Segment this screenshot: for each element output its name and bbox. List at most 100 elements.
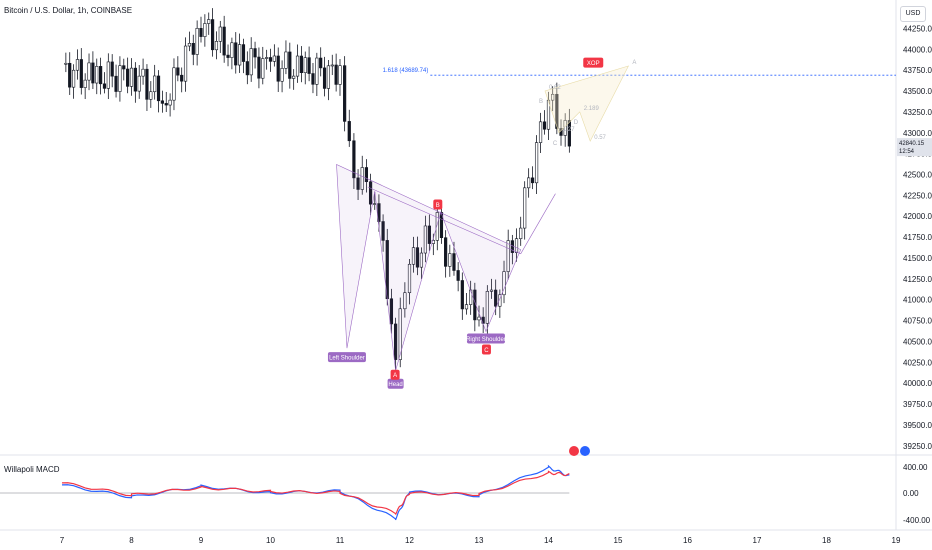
candle-body (551, 93, 555, 101)
y-tick-label: 43500.00 (903, 87, 932, 96)
candle-body (514, 238, 519, 253)
candle-body (538, 121, 543, 143)
right-shoulder-label-text: Right Shoulder (466, 337, 506, 343)
y-tick-label: 40500.00 (903, 337, 932, 346)
harmonic-label: B (539, 99, 543, 105)
candle-body (160, 100, 164, 104)
macd-title: Willapoli MACD (4, 465, 60, 474)
harmonic-label: 1.27 (563, 127, 575, 133)
y-tick-label: 40750.00 (903, 317, 932, 326)
candle-body (435, 212, 439, 241)
macd-tick-label: 0.00 (903, 489, 919, 498)
candle-body (257, 56, 261, 79)
candle-body (126, 68, 130, 87)
candle-body (91, 62, 95, 84)
candle-body (195, 28, 199, 55)
candle-body (214, 41, 219, 51)
candle-body (176, 67, 180, 76)
candle-body (423, 225, 427, 254)
price-tag-bg (897, 138, 932, 157)
y-tick-label: 43000.00 (903, 129, 932, 138)
macd-tick-label: -400.00 (903, 516, 931, 525)
candle-body (102, 83, 107, 89)
candle-body (180, 74, 184, 82)
candle-body (280, 68, 284, 82)
candle-body (444, 237, 448, 267)
candle-body (315, 57, 319, 85)
head-label-text: Head (388, 382, 402, 388)
harmonic-label: A (632, 60, 636, 66)
candle-body (523, 187, 527, 229)
candle-body (411, 247, 416, 265)
pattern-projection (520, 193, 556, 254)
candle-body (303, 57, 307, 73)
candle-body (415, 247, 420, 268)
candle-body (122, 65, 126, 70)
candle-body (145, 68, 149, 100)
candle-body (542, 121, 547, 130)
head-shoulders-pattern[interactable] (336, 163, 522, 371)
candle-body (502, 271, 506, 296)
x-tick-label: 9 (199, 536, 204, 545)
x-tick-label: 13 (475, 536, 484, 545)
candle-body (343, 65, 347, 122)
y-tick-label: 39250.00 (903, 442, 932, 451)
candle-body (477, 316, 481, 321)
candle-body (276, 55, 280, 82)
candle-body (156, 75, 161, 102)
candle-body (519, 227, 523, 239)
left-shoulder-label: Left Shoulder (327, 352, 366, 363)
candle-body (456, 270, 460, 281)
x-tick-label: 7 (60, 536, 65, 545)
candle-body (187, 43, 192, 47)
x-tick-label: 14 (544, 536, 553, 545)
y-tick-label: 40000.00 (903, 379, 932, 388)
harmonic-label: 0.62 (549, 85, 561, 91)
candle-body (364, 167, 369, 183)
currency-badge[interactable]: USD (900, 6, 926, 22)
y-tick-label: 43250.00 (903, 108, 932, 117)
x-tick-label: 18 (822, 536, 831, 545)
candle-body (110, 61, 114, 77)
candle-body (71, 69, 76, 88)
candle-body (295, 55, 300, 77)
harmonic-label: C (553, 141, 558, 147)
y-tick-label: 41500.00 (903, 254, 932, 263)
candle-body (153, 75, 157, 93)
candle-body (381, 221, 385, 241)
fib-level-label: 1.618 (43689.74) (383, 68, 429, 74)
x-tick-label: 17 (753, 536, 762, 545)
candle-body (265, 57, 269, 59)
candle-body (299, 55, 303, 73)
candle-body (460, 280, 464, 310)
point-c-label: C (481, 344, 491, 355)
candle-body (183, 45, 188, 82)
point-c-label-bg (481, 344, 491, 355)
candle-body (292, 75, 296, 79)
candle-body (403, 292, 407, 310)
candle-body (149, 91, 153, 100)
candle-body (439, 212, 444, 239)
candle-body (284, 51, 288, 69)
alert-icon[interactable] (569, 446, 579, 456)
candle-body (210, 19, 215, 51)
harmonic-pattern[interactable] (544, 65, 630, 142)
y-tick-label: 42000.00 (903, 212, 932, 221)
flag-icon[interactable] (580, 446, 590, 456)
candle-body (75, 59, 80, 71)
candle-body (106, 61, 110, 89)
candle-body (172, 67, 176, 101)
candle-body (567, 120, 571, 147)
candle-body (230, 42, 234, 58)
head-label-bg (387, 378, 404, 389)
candle-body (311, 73, 315, 85)
candle-body (334, 64, 338, 85)
candle-body (199, 28, 203, 37)
candle-body (485, 291, 489, 324)
candle-body (87, 62, 91, 81)
x-tick-label: 10 (266, 536, 275, 545)
harmonic-label: 2.189 (584, 106, 600, 112)
candle-body (398, 308, 402, 360)
